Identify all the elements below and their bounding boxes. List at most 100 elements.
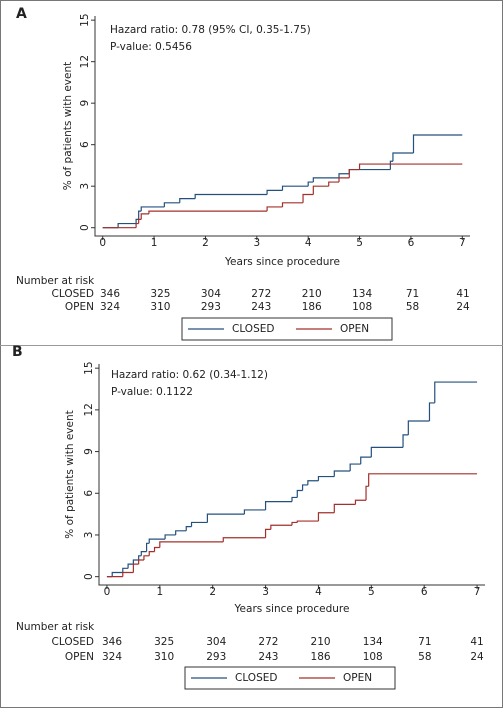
km-step: [222, 537, 266, 542]
y-axis-label: % of patients with event: [62, 62, 74, 190]
y-tick-label: 9: [79, 100, 91, 107]
legend-box: [181, 317, 393, 341]
km-step: [270, 524, 292, 530]
risk-count: 293: [206, 651, 226, 663]
x-tick-label: 6: [408, 237, 415, 249]
km-step: [338, 173, 350, 178]
km-step: [368, 473, 478, 487]
km-step: [132, 559, 139, 565]
x-tick-label: 3: [253, 237, 260, 249]
x-axis-label: Years since procedure: [234, 603, 350, 615]
y-tick-label: 3: [83, 532, 95, 539]
km-step: [206, 513, 245, 523]
km-step: [302, 193, 314, 203]
risk-count: 346: [100, 288, 120, 300]
km-step: [138, 559, 144, 565]
km-step: [122, 567, 129, 573]
km-step: [140, 206, 165, 212]
x-tick-label: 0: [99, 237, 106, 249]
km-step: [140, 551, 147, 556]
risk-count: 324: [100, 301, 120, 313]
x-tick-label: 1: [151, 237, 158, 249]
km-step: [349, 463, 361, 472]
risk-count: 210: [311, 636, 331, 648]
risk-count: 272: [258, 636, 278, 648]
risk-count: 325: [154, 636, 174, 648]
km-step: [138, 555, 142, 560]
risk-count: 304: [201, 288, 221, 300]
axes: [98, 364, 485, 586]
km-step: [111, 571, 123, 577]
km-step: [264, 528, 271, 538]
km-step: [135, 218, 139, 224]
km-step: [312, 177, 340, 183]
annotation: Hazard ratio: 0.62 (0.34-1.12): [111, 369, 268, 381]
risk-count: 134: [363, 636, 383, 648]
risk-count: 186: [311, 651, 331, 663]
x-tick-label: 5: [368, 586, 375, 598]
legend-label: CLOSED: [235, 672, 277, 684]
risk-count: 108: [363, 651, 383, 663]
km-step: [164, 534, 176, 540]
km-step: [266, 206, 283, 212]
x-tick-label: 6: [421, 586, 428, 598]
y-tick-label: 6: [79, 141, 91, 148]
km-step: [132, 563, 139, 573]
x-tick-label: 4: [315, 586, 322, 598]
risk-count: 310: [154, 651, 174, 663]
risk-count: 304: [206, 636, 226, 648]
annotation: Hazard ratio: 0.78 (95% CI, 0.35-1.75): [110, 24, 311, 36]
km-step: [148, 210, 268, 214]
km-step: [138, 210, 142, 220]
km-step: [145, 542, 150, 552]
km-step: [122, 571, 134, 577]
km-step: [163, 202, 180, 207]
risk-title: Number at risk: [16, 275, 95, 287]
km-step: [148, 538, 166, 544]
panel-label: A: [16, 6, 27, 22]
km-step: [307, 480, 319, 485]
annotation: P-value: 0.1122: [111, 386, 193, 398]
km-step: [354, 499, 367, 505]
x-tick-label: 5: [356, 237, 363, 249]
risk-count: 24: [470, 651, 484, 663]
x-tick-label: 2: [202, 237, 209, 249]
km-step: [138, 218, 142, 224]
risk-count: 293: [201, 301, 221, 313]
km-step: [407, 420, 430, 435]
km-step: [264, 501, 292, 510]
risk-count: 71: [406, 288, 419, 300]
x-tick-label: 7: [474, 586, 481, 598]
annotation: P-value: 0.5456: [110, 41, 192, 53]
risk-row-name: CLOSED: [52, 288, 94, 300]
km-step: [389, 160, 393, 170]
y-tick-label: 0: [79, 224, 91, 231]
y-tick-label: 0: [83, 573, 95, 580]
legend-box: [184, 666, 396, 690]
x-tick-label: 4: [305, 237, 312, 249]
risk-count: 41: [456, 288, 469, 300]
km-step: [358, 163, 463, 170]
km-step: [281, 202, 304, 207]
km-step: [148, 551, 155, 556]
panel-label: B: [12, 344, 23, 360]
km-step: [143, 555, 150, 560]
risk-row-name: CLOSED: [52, 636, 94, 648]
y-tick-label: 15: [79, 13, 91, 26]
km-step: [428, 402, 435, 421]
risk-count: 71: [418, 636, 431, 648]
km-step: [402, 434, 409, 448]
km-step: [301, 484, 308, 491]
x-tick-label: 0: [104, 586, 111, 598]
y-tick-label: 6: [83, 490, 95, 497]
y-tick-label: 12: [83, 403, 95, 416]
km-step: [127, 563, 134, 569]
km-step: [370, 446, 404, 458]
x-axis-label: Years since procedure: [224, 256, 340, 268]
risk-count: 58: [418, 651, 431, 663]
x-tick-label: 7: [459, 237, 466, 249]
km-step: [140, 213, 149, 220]
y-tick-label: 3: [79, 183, 91, 190]
